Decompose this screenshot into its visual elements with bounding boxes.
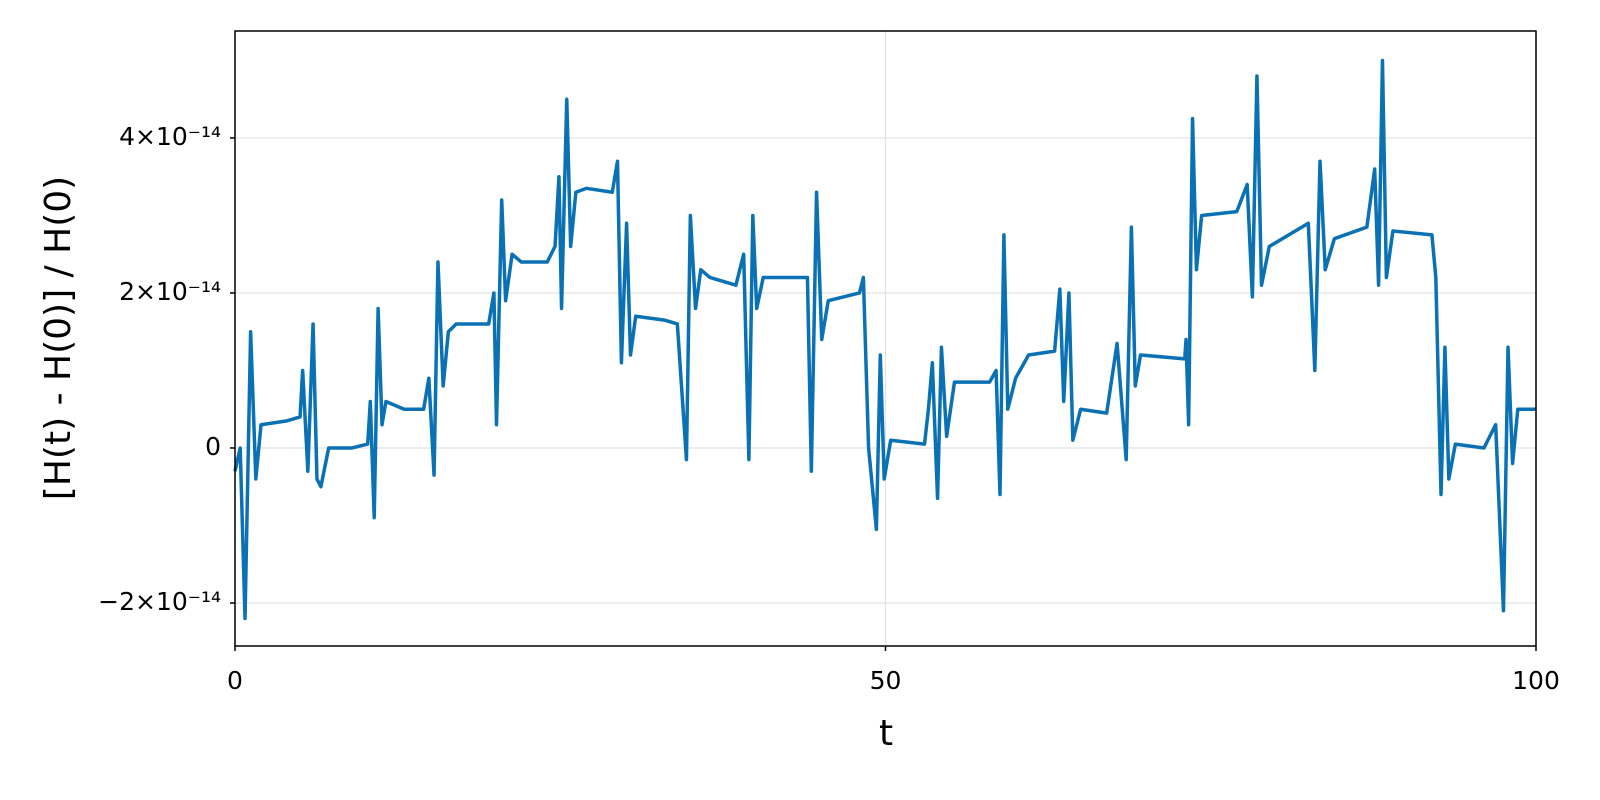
y-tick-label: 4×10⁻¹⁴ xyxy=(119,122,221,151)
x-tick-label: 50 xyxy=(870,666,902,695)
y-tick-label: −2×10⁻¹⁴ xyxy=(98,587,221,616)
plot-frame xyxy=(234,30,1537,647)
x-tick-label: 0 xyxy=(227,666,243,695)
y-axis-label: [H(t) - H(0)] / H(0) xyxy=(38,176,79,500)
data-line xyxy=(233,58,1536,621)
x-tick-label: 100 xyxy=(1512,666,1560,695)
x-axis-label: t xyxy=(879,713,893,754)
y-tick-label: 0 xyxy=(205,432,221,461)
y-tick-label: 2×10⁻¹⁴ xyxy=(119,277,221,306)
